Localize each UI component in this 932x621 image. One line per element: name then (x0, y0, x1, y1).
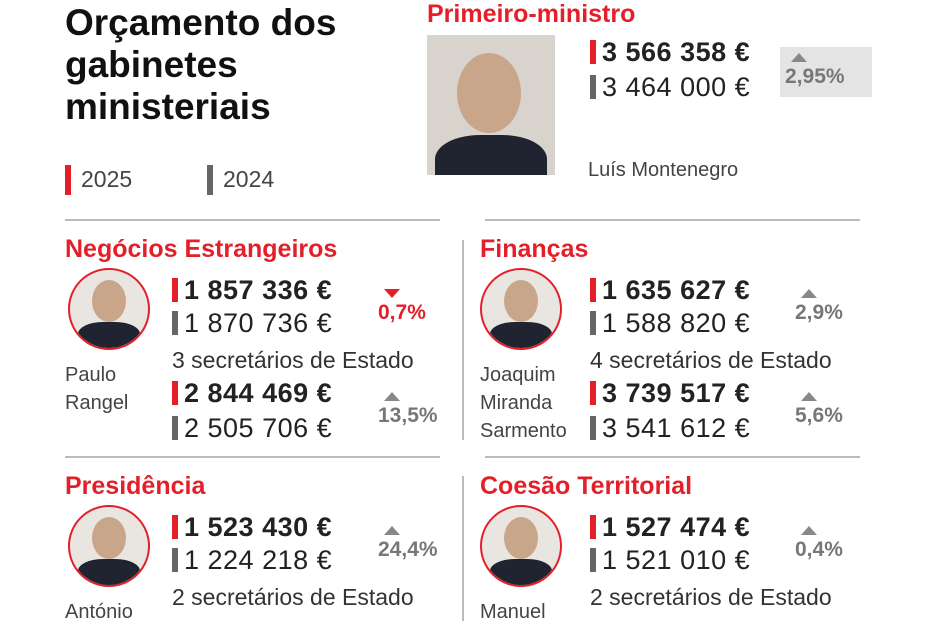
change-arrow (801, 392, 817, 401)
budget-value: 3 566 358 € (602, 37, 751, 67)
year-marker (590, 311, 596, 335)
year-marker (590, 515, 596, 539)
minister-name: António (65, 601, 133, 621)
year-marker (172, 278, 178, 302)
photo (480, 268, 562, 350)
change-value: 0,7% (378, 301, 426, 324)
legend-marker (207, 165, 213, 195)
budget-value: 1 870 736 € (184, 308, 333, 338)
year-marker (590, 278, 596, 302)
separator (462, 476, 464, 621)
change-arrow (801, 526, 817, 535)
change-value: 24,4% (378, 538, 438, 561)
change-arrow (384, 289, 400, 298)
year-marker (172, 311, 178, 335)
person-name: Luís Montenegro (588, 159, 739, 181)
budget-value: 3 739 517 € (602, 378, 751, 408)
budget-value: 3 541 612 € (602, 413, 751, 443)
photo (68, 505, 150, 587)
minister-name: Paulo Rangel (65, 364, 129, 414)
separator (462, 240, 464, 440)
year-marker (172, 416, 178, 440)
minister-name: Joaquim Miranda Sarmento (480, 364, 567, 442)
ministry-name: Finanças (480, 235, 589, 263)
year-marker (590, 548, 596, 572)
change-arrow (384, 526, 400, 535)
change-arrow (791, 53, 807, 62)
ministry-name: Negócios Estrangeiros (65, 235, 338, 263)
budget-value: 1 224 218 € (184, 545, 333, 575)
budget-value: 1 527 474 € (602, 512, 751, 542)
budget-value: 2 844 469 € (184, 378, 333, 408)
budget-value: 2 505 706 € (184, 413, 333, 443)
separator (65, 456, 440, 458)
year-marker (590, 416, 596, 440)
change-arrow (384, 392, 400, 401)
year-marker (590, 40, 596, 64)
budget-value: 1 588 820 € (602, 308, 751, 338)
separator (485, 456, 860, 458)
legend-label: 2024 (223, 166, 275, 192)
photo (68, 268, 150, 350)
legend-marker (65, 165, 71, 195)
secretaries-label: 4 secretários de Estado (590, 347, 832, 373)
secretaries-label: 2 secretários de Estado (590, 584, 832, 610)
legend-label: 2025 (81, 166, 133, 192)
photo (480, 505, 562, 587)
minister-name: Manuel (480, 601, 546, 621)
change-value: 2,95% (785, 65, 845, 88)
change-value: 0,4% (795, 538, 843, 561)
separator (65, 219, 440, 221)
ministry-name: Presidência (65, 472, 206, 500)
budget-value: 3 464 000 € (602, 72, 751, 102)
budget-value: 1 523 430 € (184, 512, 333, 542)
year-marker (590, 75, 596, 99)
budget-value: 1 857 336 € (184, 275, 333, 305)
year-marker (590, 381, 596, 405)
year-marker (172, 381, 178, 405)
section-title: Primeiro-ministro (427, 0, 636, 28)
secretaries-label: 2 secretários de Estado (172, 584, 414, 610)
change-arrow (801, 289, 817, 298)
separator (485, 219, 860, 221)
year-marker (172, 548, 178, 572)
change-value: 2,9% (795, 301, 843, 324)
photo (427, 35, 555, 175)
change-value: 5,6% (795, 404, 843, 427)
change-value: 13,5% (378, 404, 438, 427)
secretaries-label: 3 secretários de Estado (172, 347, 414, 373)
title: Orçamento dos gabinetes ministeriais (65, 2, 337, 127)
ministry-name: Coesão Territorial (480, 472, 693, 500)
budget-value: 1 635 627 € (602, 275, 751, 305)
budget-value: 1 521 010 € (602, 545, 751, 575)
year-marker (172, 515, 178, 539)
